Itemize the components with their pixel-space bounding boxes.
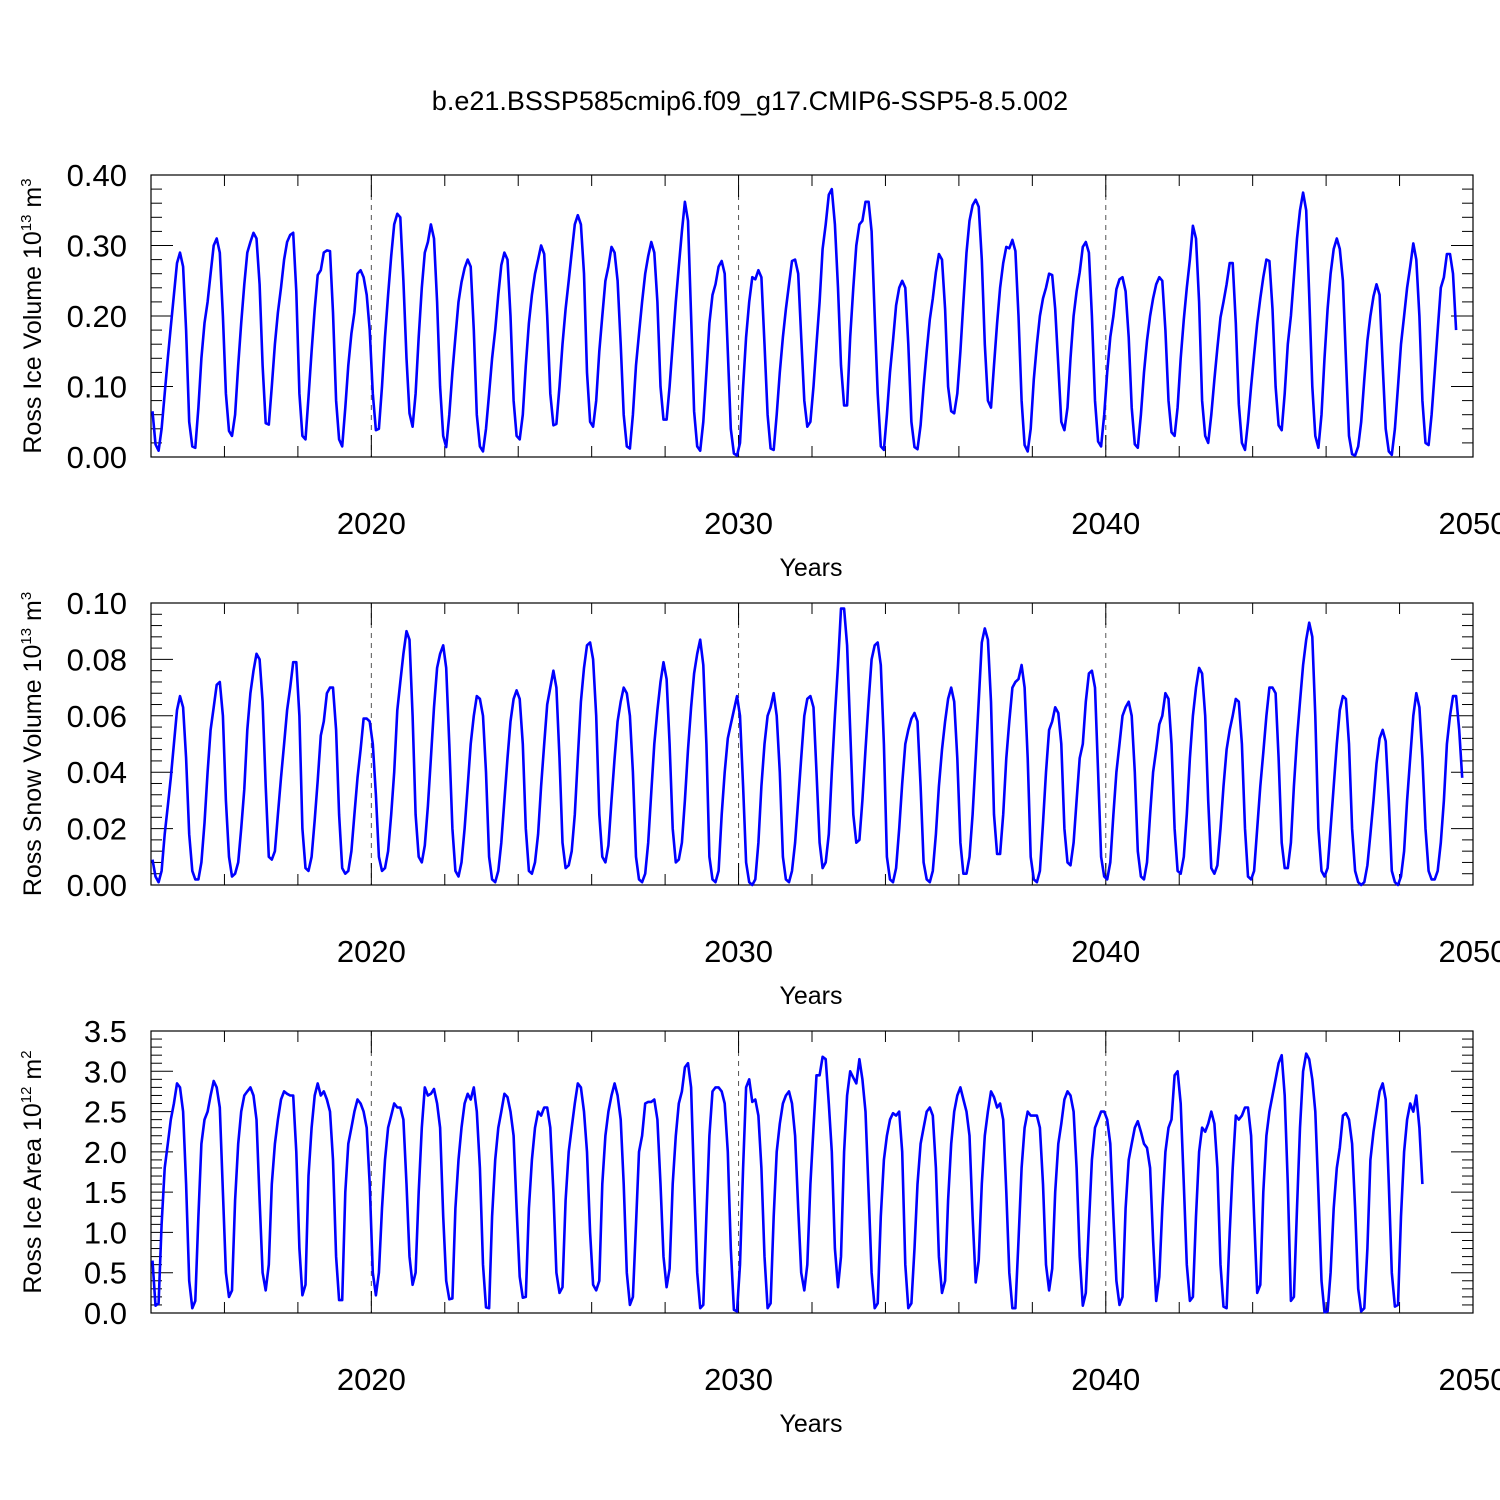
y-tick-label: 0.0 [84, 1296, 127, 1331]
panel-1: 0.00 0.10 0.20 0.30 0.40 2020 2030 2040 2050 Year… [18, 158, 1500, 582]
x-tick-label: 2050 [1439, 506, 1500, 541]
y-tick-label: 0.5 [84, 1256, 127, 1291]
y-tick-label: 0.08 [67, 642, 127, 677]
y-axis-label-unit-exponent: 2 [18, 1050, 35, 1058]
y-tick-label: 0.20 [67, 299, 127, 334]
x-tick-label: 2040 [1071, 934, 1140, 969]
x-tick-label: 2030 [704, 1362, 773, 1397]
y-axis-label-exponent: 12 [18, 1087, 35, 1104]
y-tick-label: 0.10 [67, 586, 127, 621]
y-axis-label: Ross Snow Volume 1013 m3 [18, 592, 47, 896]
series-line [151, 1052, 1424, 1314]
chart-title: b.e21.BSSP585cmip6.f09_g17.CMIP6-SSP5-8.… [432, 86, 1068, 116]
y-tick-label: 0.40 [67, 158, 127, 193]
y-tick-label: 2.5 [84, 1095, 127, 1130]
y-axis-label-text: Ross Ice Area 10 [19, 1103, 47, 1293]
y-axis-label-unit: m [19, 1059, 47, 1087]
y-axis-label-exponent: 13 [18, 215, 35, 232]
y-tick-label: 0.10 [67, 370, 127, 405]
x-tick-label: 2020 [337, 1362, 406, 1397]
x-tick-label: 2030 [704, 506, 773, 541]
y-tick-label: 0.02 [67, 812, 127, 847]
x-axis-label: Years [779, 982, 842, 1010]
y-tick-label: 1.5 [84, 1175, 127, 1210]
y-tick-label: 0.06 [67, 699, 127, 734]
y-axis-label-text: Ross Ice Volume 10 [19, 231, 47, 453]
x-tick-label: 2040 [1071, 506, 1140, 541]
y-axis-label-text: Ross Snow Volume 10 [19, 645, 47, 897]
y-tick-label: 0.00 [67, 440, 127, 475]
y-axis-label-unit-exponent: 3 [18, 592, 35, 600]
x-tick-label: 2050 [1439, 1362, 1500, 1397]
y-axis-label-unit-exponent: 3 [18, 178, 35, 186]
y-tick-label: 3.5 [84, 1014, 127, 1049]
y-axis-label: Ross Ice Volume 1013 m3 [18, 178, 47, 453]
x-tick-label: 2020 [337, 506, 406, 541]
y-axis-label-unit: m [19, 600, 47, 628]
y-tick-label: 0.00 [67, 868, 127, 903]
x-axis-label: Years [779, 1410, 842, 1438]
x-axis-label: Years [779, 554, 842, 582]
y-axis-label-exponent: 13 [18, 628, 35, 645]
y-tick-label: 0.04 [67, 755, 127, 790]
panel-3: 0.0 0.5 1.0 1.5 2.0 2.5 3.0 3.5 2020 2030 2040 2050… [18, 1014, 1500, 1438]
y-tick-label: 2.0 [84, 1135, 127, 1170]
x-tick-label: 2020 [337, 934, 406, 969]
series-line [151, 607, 1464, 887]
plot-frame [150, 602, 1474, 886]
y-axis-label: Ross Ice Area 1012 m2 [18, 1050, 47, 1293]
panel-2: 0.00 0.02 0.04 0.06 0.08 0.10 2020 2030 2040 2050… [18, 586, 1500, 1010]
x-tick-label: 2040 [1071, 1362, 1140, 1397]
x-tick-label: 2030 [704, 934, 773, 969]
y-tick-label: 3.0 [84, 1054, 127, 1089]
y-axis-label-unit: m [19, 187, 47, 215]
x-tick-label: 2050 [1439, 934, 1500, 969]
series-line [151, 187, 1458, 457]
y-tick-label: 1.0 [84, 1215, 127, 1250]
y-tick-label: 0.30 [67, 229, 127, 264]
